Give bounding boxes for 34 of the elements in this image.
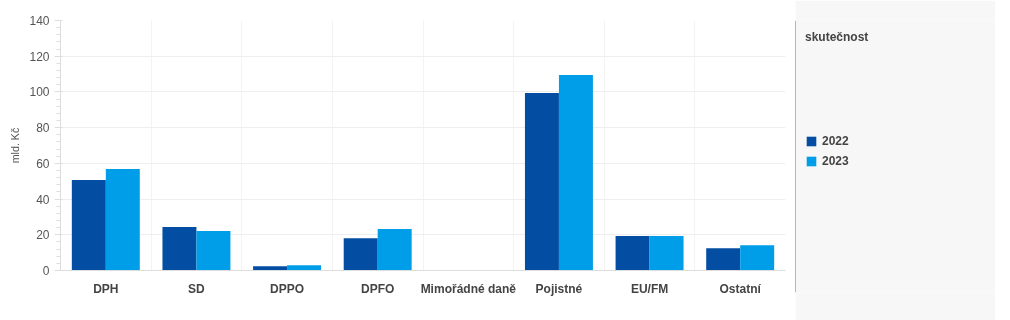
bar bbox=[558, 74, 593, 271]
legend-label: 2022 bbox=[822, 134, 850, 148]
legend-label: 2023 bbox=[822, 154, 850, 168]
x-tick-label: Mimořádné daně bbox=[420, 281, 517, 296]
y-axis-title: mld. Kč bbox=[9, 127, 22, 164]
bar bbox=[253, 266, 288, 271]
bar bbox=[377, 229, 412, 271]
y-tick-label: 20 bbox=[36, 228, 50, 243]
x-tick-label: EU/FM bbox=[630, 281, 669, 296]
bar bbox=[649, 236, 684, 271]
y-tick-label: 60 bbox=[36, 156, 50, 171]
y-tick-label: 0 bbox=[42, 264, 50, 278]
y-tick-label: 80 bbox=[36, 121, 50, 136]
bar bbox=[524, 93, 559, 271]
bar bbox=[740, 245, 775, 271]
x-tick-label: Pojistné bbox=[535, 281, 583, 296]
x-tick-label: DPPO bbox=[270, 281, 305, 296]
legend-title: skutečnost bbox=[805, 30, 870, 44]
x-tick-label: DPFO bbox=[361, 281, 395, 296]
y-tick-label: 120 bbox=[29, 49, 50, 64]
bar bbox=[706, 248, 741, 271]
y-tick-label: 40 bbox=[36, 192, 50, 207]
bar bbox=[71, 179, 106, 271]
bar bbox=[343, 238, 378, 271]
y-tick-label: 100 bbox=[29, 85, 50, 100]
x-tick-label: Ostatní bbox=[719, 281, 762, 296]
bar bbox=[162, 227, 197, 271]
bar bbox=[196, 231, 231, 271]
bar bbox=[105, 169, 140, 271]
x-tick-label: SD bbox=[188, 281, 206, 296]
x-tick-label: DPH bbox=[93, 281, 119, 296]
y-tick-label: 140 bbox=[29, 14, 50, 28]
bar bbox=[615, 236, 650, 271]
bar bbox=[287, 265, 322, 271]
